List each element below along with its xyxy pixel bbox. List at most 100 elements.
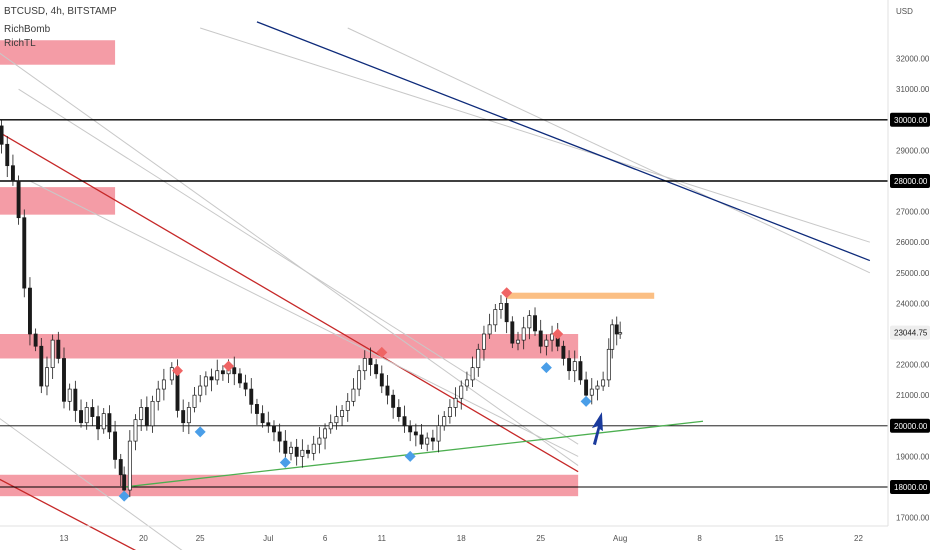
time-tick-label: 13 — [60, 534, 69, 543]
candle-body — [161, 379, 166, 390]
candle-body — [408, 425, 413, 433]
candle-body — [527, 315, 532, 329]
candle-body — [150, 400, 155, 427]
indicator-richbomb[interactable]: RichBomb — [4, 24, 51, 35]
time-tick-label: 25 — [536, 534, 545, 543]
time-tick-label: Aug — [613, 534, 627, 543]
candles-layer — [0, 120, 623, 498]
candle-body — [39, 345, 44, 387]
level-price-label: 20000.00 — [894, 422, 928, 431]
time-tick-label: 25 — [196, 534, 205, 543]
candle-body — [340, 410, 345, 417]
candle-body — [610, 324, 615, 350]
zones-layer — [0, 40, 655, 497]
candle-body — [533, 315, 537, 332]
current-price-tag — [890, 325, 930, 340]
candle-body — [476, 348, 481, 369]
price-tick-label: 26000.00 — [896, 238, 930, 247]
price-tick-label: 19000.00 — [896, 452, 930, 461]
candle-body — [62, 358, 66, 402]
candle-body — [493, 309, 498, 326]
candle-body — [402, 416, 407, 427]
candle-body — [127, 440, 132, 491]
candle-body — [345, 400, 350, 411]
candle-body — [510, 321, 515, 344]
candle-body — [521, 327, 526, 341]
candle-body — [118, 459, 123, 476]
candle-body — [144, 407, 149, 427]
bottom-marker — [580, 395, 592, 407]
candle-body — [260, 413, 265, 424]
price-tick-label: 31000.00 — [896, 85, 930, 94]
candle-body — [209, 376, 214, 381]
time-tick-label: 18 — [457, 534, 466, 543]
candle-body — [572, 361, 577, 372]
candle-body — [156, 388, 161, 402]
candle-body — [453, 397, 458, 408]
candle-body — [181, 410, 186, 424]
candle-body — [306, 449, 310, 454]
candle-body — [578, 361, 583, 381]
candle-body — [22, 217, 27, 289]
candle-body — [357, 370, 362, 390]
candle-body — [544, 339, 549, 347]
candle-body — [5, 143, 10, 167]
time-tick-label: 22 — [854, 534, 863, 543]
candle-body — [311, 443, 316, 454]
candle-body — [79, 410, 83, 424]
channel-line-gray-4 — [29, 180, 579, 457]
candle-body — [430, 437, 435, 442]
candle-body — [16, 180, 21, 219]
candle-body — [90, 407, 95, 417]
candle-body — [362, 358, 367, 372]
level-price-tag — [890, 418, 930, 433]
candle-body — [283, 440, 288, 454]
candle-body — [215, 370, 220, 381]
time-tick-label: 8 — [697, 534, 702, 543]
candle-body — [595, 385, 600, 390]
top-marker — [552, 328, 564, 340]
price-tick-label: 17000.00 — [896, 514, 930, 523]
candle-body — [73, 388, 78, 411]
candle-body — [323, 428, 328, 439]
candle-body — [374, 364, 379, 375]
indicator-richtl[interactable]: RichTL — [4, 38, 36, 49]
candle-body — [470, 367, 475, 381]
top-marker — [501, 287, 513, 299]
candle-body — [186, 407, 191, 424]
candle-body — [328, 422, 333, 430]
time-tick-label: 15 — [775, 534, 784, 543]
candle-body — [614, 324, 619, 335]
price-tick-label: 29000.00 — [896, 146, 930, 155]
candle-body — [601, 379, 606, 387]
green-trendline — [124, 420, 704, 488]
top-marker — [172, 365, 183, 377]
candle-body — [277, 431, 282, 442]
price-tick-label: 27000.00 — [896, 208, 930, 217]
markers-layer — [118, 287, 592, 502]
candle-body — [50, 339, 55, 369]
candle-body — [113, 431, 118, 460]
time-tick-label: 20 — [139, 534, 148, 543]
levels-layer — [0, 119, 888, 488]
candle-body — [255, 404, 259, 414]
time-tick-label: 11 — [378, 534, 387, 543]
bottom-marker — [279, 457, 291, 469]
up-arrow-icon — [591, 412, 603, 446]
sr-zone-2 — [0, 334, 579, 359]
candle-body — [464, 379, 469, 387]
candle-body — [425, 437, 430, 445]
candle-body — [45, 367, 49, 387]
candle-body — [56, 339, 61, 359]
candle-body — [334, 416, 339, 424]
candle-body — [249, 388, 254, 405]
candle-body — [237, 373, 242, 384]
symbol-title[interactable]: BTCUSD, 4h, BITSTAMP — [4, 6, 117, 17]
bottom-marker — [118, 490, 130, 502]
time-tick-label: 6 — [323, 534, 328, 543]
sr-zone-3 — [0, 474, 579, 497]
level-price-tag — [890, 480, 930, 494]
candle-body — [192, 394, 197, 408]
